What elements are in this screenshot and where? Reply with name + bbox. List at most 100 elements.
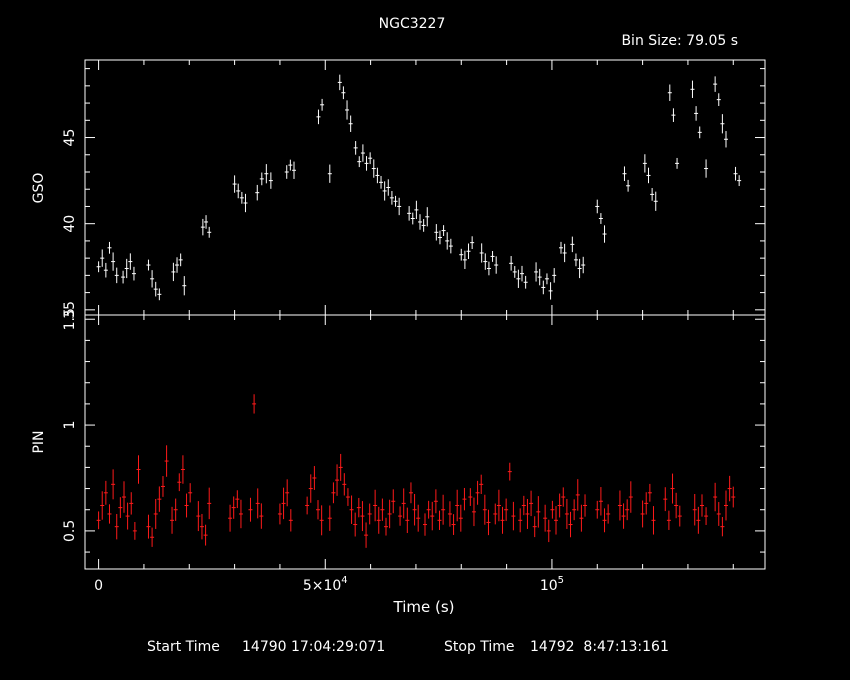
pin-y-ticks: 0.5 1 1.5 [62,308,78,542]
gso-data-point [371,159,376,178]
gso-data-point [512,266,517,278]
gso-data-point [445,232,450,250]
pin-data-point [433,489,438,514]
time-x-tick-label: 5×104 [303,575,348,594]
gso-data-point [425,207,430,227]
pin-data-point [408,482,413,504]
gso-data-point [150,270,155,288]
pin-data-point [692,493,697,526]
gso-data-point [360,144,365,162]
gso-data-point [716,93,721,106]
gso-data-point [704,159,709,178]
gso-data-point [697,126,702,139]
pin-data-point [150,527,155,547]
gso-data-point [534,262,539,282]
pin-data-point [458,504,463,532]
gso-data-point [259,172,264,186]
pin-data-point [316,500,321,520]
pin-y-tick-label: 1.5 [62,308,78,330]
gso-data-point [316,109,321,125]
gso-data-point [448,238,453,254]
pin-data-point [114,513,119,540]
pin-data-point [345,488,350,506]
gso-data-point [544,273,549,285]
pin-data-point [724,490,729,521]
gso-data-point [441,225,446,237]
pin-data-point [360,501,365,532]
pin-data-point [430,501,435,531]
pin-data-point [398,506,403,526]
gso-data-point [548,282,553,300]
gso-y-ticks: 35 40 45 [62,129,78,319]
gso-data-point [178,253,183,267]
start-time-value: 14790 17:04:29:071 [242,639,385,655]
gso-data-point [407,206,412,221]
pin-data-point [405,507,410,534]
pin-data-point [518,508,523,533]
gso-data-point [357,156,362,168]
gso-data-point [418,214,423,230]
pin-data-point [118,497,123,519]
stop-time-label: Stop Time [444,639,515,655]
gso-data-point [268,172,273,189]
pin-data-point [561,487,566,507]
gso-data-point [541,280,546,295]
gso-data-point [364,156,369,171]
gso-y-tick-label: 40 [62,215,78,233]
pin-data-point [468,488,473,506]
gso-data-point [393,195,398,207]
gso-data-point [720,114,725,134]
gso-data-point [653,191,658,211]
gso-data-point [236,183,241,199]
pin-data-point [543,504,548,532]
pin-data-point [486,509,491,536]
gso-data-point [671,108,676,122]
pin-data-point [259,503,264,529]
pin-data-point [525,498,530,529]
pin-data-point [308,474,313,503]
chart-title: NGC3227 [379,16,446,32]
pin-y-axis-label: PIN [31,430,47,453]
gso-data-point [520,265,525,282]
pin-data-point [579,504,584,532]
pin-data-point [471,497,476,527]
pin-data-point [617,490,622,521]
pin-data-point [437,510,442,530]
pin-data-point [479,474,484,494]
pin-data-point [674,492,679,519]
gso-data-point [204,215,209,229]
pin-panel: 0.5 1 1.5 0 5×104 105 PIN Time (s) [31,308,766,616]
gso-data-point [494,256,499,274]
pin-data-point [451,514,456,535]
gso-data-point [291,161,296,179]
gso-data-point [389,191,394,205]
pin-data-point [281,487,286,520]
pin-data-point [111,469,116,500]
pin-data-point [666,510,671,530]
pin-data-point [699,494,704,517]
pin-data-point [423,513,427,536]
gso-data-point [479,243,484,263]
gso-data-point [622,166,627,182]
pin-data-point [663,487,668,512]
pin-data-point [482,494,487,525]
bin-size-label: Bin Size: 79.05 s [621,33,738,49]
pin-data-point [180,455,185,484]
pin-data-point [153,498,158,529]
pin-data-point [238,499,243,529]
gso-plot-frame [84,59,766,316]
pin-data-point [248,497,253,522]
gso-data-point [410,212,415,225]
pin-data-point [288,509,293,532]
pin-data-point [177,473,182,492]
time-x-tick-label: 105 [540,575,564,594]
gso-data-point [320,98,325,111]
pin-data-point [475,480,480,505]
pin-data-point [129,492,134,515]
pin-data-point [188,483,193,503]
pin-data-point [670,473,675,504]
pin-minor-ticks [85,315,765,569]
pin-data-point [704,507,709,525]
gso-data-point [562,243,567,263]
